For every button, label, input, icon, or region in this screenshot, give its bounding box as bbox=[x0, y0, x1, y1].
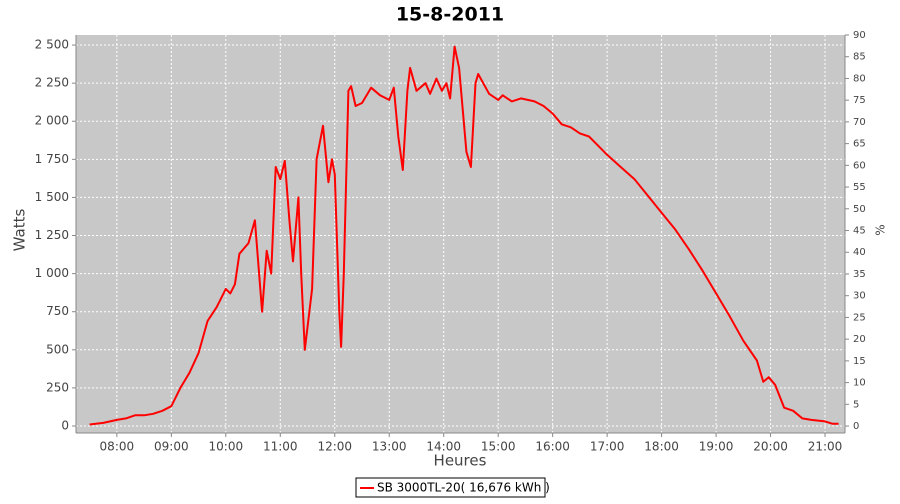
y2-tick-label: 20 bbox=[853, 334, 866, 345]
y-tick-label: 0 bbox=[61, 418, 69, 432]
data-line bbox=[89, 45, 839, 426]
x-tick-label: 18:00 bbox=[644, 440, 679, 454]
y-tick-label: 750 bbox=[46, 304, 69, 318]
y-tick-label: 1 500 bbox=[35, 190, 69, 204]
y2-tick-label: 65 bbox=[853, 139, 866, 150]
x-tick-label: 14:00 bbox=[426, 440, 461, 454]
y2-tick-label: 40 bbox=[853, 247, 866, 258]
x-tick-label: 21:00 bbox=[808, 440, 843, 454]
y-tick-label: 250 bbox=[46, 380, 69, 394]
y-tick-label: 2 000 bbox=[35, 114, 69, 128]
y-tick-label: 2 250 bbox=[35, 76, 69, 90]
x-tick-label: 15:00 bbox=[481, 440, 516, 454]
y2-tick-label: 55 bbox=[853, 182, 866, 193]
y-tick-label: 1 750 bbox=[35, 152, 69, 166]
y2-tick-label: 85 bbox=[853, 52, 866, 63]
y2-tick-label: 25 bbox=[853, 312, 866, 323]
y-tick-label: 1 250 bbox=[35, 228, 69, 242]
y-tick-label: 2 500 bbox=[35, 38, 69, 52]
legend-label: SB 3000TL-20( 16,676 kWh ) bbox=[377, 481, 550, 495]
x-axis-label: Heures bbox=[434, 452, 487, 470]
y2-tick-label: 35 bbox=[853, 269, 866, 280]
y2-tick-label: 75 bbox=[853, 95, 866, 106]
y2-tick-label: 5 bbox=[853, 399, 859, 410]
y-tick-label: 1 000 bbox=[35, 266, 69, 280]
x-tick-label: 08:00 bbox=[100, 440, 135, 454]
y2-tick-label: 15 bbox=[853, 356, 866, 367]
y2-tick-label: 50 bbox=[853, 204, 866, 215]
x-tick-label: 10:00 bbox=[209, 440, 244, 454]
y2-tick-label: 80 bbox=[853, 73, 866, 84]
y2-tick-label: 10 bbox=[853, 378, 866, 389]
plot-area bbox=[76, 35, 845, 433]
x-tick-label: 13:00 bbox=[372, 440, 407, 454]
y-tick-label: 500 bbox=[46, 342, 69, 356]
y2-tick-label: 0 bbox=[853, 421, 859, 432]
x-tick-label: 12:00 bbox=[317, 440, 352, 454]
y2-tick-label: 60 bbox=[853, 160, 866, 171]
y2-axis-label: % bbox=[874, 224, 888, 235]
x-tick-label: 20:00 bbox=[753, 440, 788, 454]
y2-tick-label: 90 bbox=[853, 30, 866, 41]
y-axis-label: Watts bbox=[11, 209, 29, 252]
chart-title: 15-8-2011 bbox=[396, 4, 504, 26]
y2-tick-label: 45 bbox=[853, 226, 866, 237]
x-tick-label: 11:00 bbox=[263, 440, 298, 454]
x-tick-label: 16:00 bbox=[535, 440, 570, 454]
y2-tick-label: 30 bbox=[853, 291, 866, 302]
x-tick-label: 09:00 bbox=[154, 440, 189, 454]
legend-box bbox=[355, 477, 546, 498]
x-tick-label: 17:00 bbox=[590, 440, 625, 454]
x-tick-label: 19:00 bbox=[699, 440, 734, 454]
y2-tick-label: 70 bbox=[853, 117, 866, 128]
